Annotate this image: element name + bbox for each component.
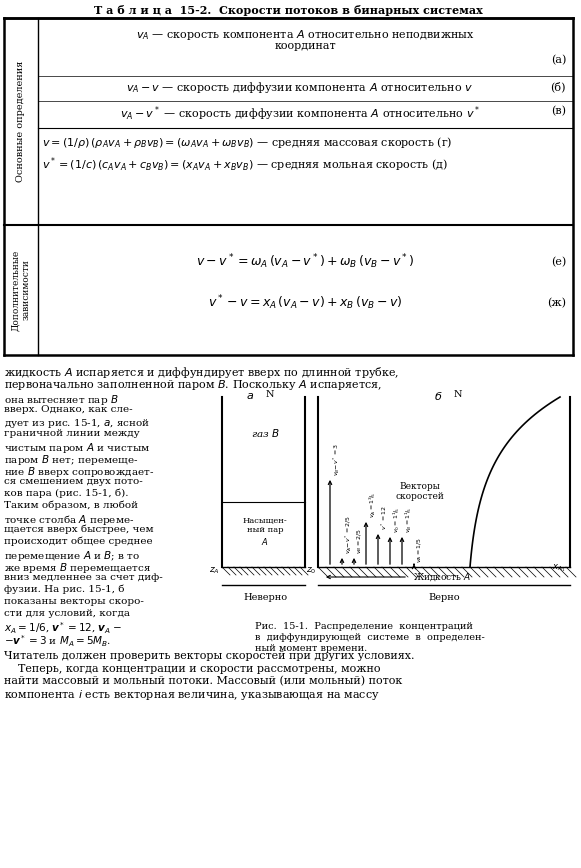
Text: $v - v^* = \omega_A\,(v_A - v^*) + \omega_B\,(v_B - v^*)$: $v - v^* = \omega_A\,(v_A - v^*) + \omeg… [196,252,414,271]
Text: $v_A{=}1/5$: $v_A{=}1/5$ [415,537,424,563]
Text: $x_A = 1/6$, $\boldsymbol{v}^* = 12$, $\boldsymbol{v}_A -$: $x_A = 1/6$, $\boldsymbol{v}^* = 12$, $\… [4,621,121,636]
Text: Теперь, когда концентрации и скорости рассмотрены, можно: Теперь, когда концентрации и скорости ра… [4,663,381,674]
Text: Читатель должен проверить векторы скоростей при других условиях.: Читатель должен проверить векторы скорос… [4,651,414,661]
Text: $б$: $б$ [434,390,442,402]
Text: первоначально заполненной паром $B$. Поскольку $A$ испаряется,: первоначально заполненной паром $B$. Пос… [4,378,382,391]
Text: Векторы
скоростей: Векторы скоростей [396,482,444,502]
Text: граничной линии между: граничной линии между [4,429,140,438]
Text: $v^* = (1/c)\,(c_A v_A + c_B v_B) = (x_A v_A + x_B v_B)$ — средняя мольная скоро: $v^* = (1/c)\,(c_A v_A + c_B v_B) = (x_A… [42,155,448,174]
Text: она вытесняет пар $B$: она вытесняет пар $B$ [4,393,119,407]
Text: $x_{A_1}$: $x_{A_1}$ [551,562,565,574]
Text: паром $B$ нет; перемеще-: паром $B$ нет; перемеще- [4,453,138,467]
Text: координат: координат [274,41,336,51]
Text: N: N [454,390,462,399]
Text: $v_A - v^*$ — скорость диффузии компонента $A$ относительно $v^*$: $v_A - v^*$ — скорость диффузии компонен… [120,104,480,122]
Text: ние $B$ вверх сопровождает-: ние $B$ вверх сопровождает- [4,465,155,479]
Text: (в): (в) [551,106,566,116]
Text: показаны векторы скоро-: показаны векторы скоро- [4,597,144,606]
Text: $z_0$: $z_0$ [306,566,316,576]
Text: ный момент времени.: ный момент времени. [255,644,367,653]
Text: (е): (е) [551,257,566,267]
Text: Основные определения: Основные определения [16,61,26,182]
Text: вниз медленнее за счет диф-: вниз медленнее за счет диф- [4,573,163,582]
Text: Неверно: Неверно [243,593,287,602]
Text: фузии. На рис. 15-1, б: фузии. На рис. 15-1, б [4,585,124,595]
Text: (ж): (ж) [547,298,566,308]
Text: сти для условий, когда: сти для условий, когда [4,609,130,618]
Text: чистым паром $A$ и чистым: чистым паром $A$ и чистым [4,441,150,455]
Text: $z_A$: $z_A$ [209,566,220,576]
Text: Таким образом, в любой: Таким образом, в любой [4,501,138,510]
Text: (а): (а) [551,55,566,65]
Text: ся смешением двух пото-: ся смешением двух пото- [4,477,143,486]
Text: ков пара (рис. 15-1, б).: ков пара (рис. 15-1, б). [4,489,128,498]
Text: дует из рис. 15-1, $a$, ясной: дует из рис. 15-1, $a$, ясной [4,417,150,430]
Text: в  диффундирующей  системе  в  определен-: в диффундирующей системе в определен- [255,633,485,642]
Text: газ $B$: газ $B$ [250,427,279,439]
Text: Жидкость $A$: Жидкость $A$ [413,571,471,582]
Text: $v_0{=}1^1\!/\!_5$: $v_0{=}1^1\!/\!_5$ [392,507,401,533]
Text: $v_A{=}1^3\!/\!_5$: $v_A{=}1^3\!/\!_5$ [368,492,378,518]
Text: $- \boldsymbol{v}^* = 3$ и $M_A = 5M_B$.: $- \boldsymbol{v}^* = 3$ и $M_A = 5M_B$. [4,633,112,648]
Text: N: N [266,390,274,399]
Text: Верно: Верно [428,593,460,602]
Text: жидкость $A$ испаряется и диффундирует вверх по длинной трубке,: жидкость $A$ испаряется и диффундирует в… [4,365,399,380]
Text: $v_B{=}1^1\!/\!_5$: $v_B{=}1^1\!/\!_5$ [403,507,414,533]
Text: перемещение $A$ и $B$; в то: перемещение $A$ и $B$; в то [4,549,140,563]
Text: Дополнительные
зависимости: Дополнительные зависимости [11,249,31,331]
Text: $v^* - v = x_A\,(v_A - v) + x_B\,(v_B - v)$: $v^* - v = x_A\,(v_A - v) + x_B\,(v_B - … [208,293,402,312]
Text: Т а б л и ц а  15-2.  Скорости потоков в бинарных системах: Т а б л и ц а 15-2. Скорости потоков в б… [94,5,482,16]
Text: $v_A{-}v^*{=}2/5$: $v_A{-}v^*{=}2/5$ [343,515,354,554]
Text: Рис.  15-1.  Распределение  концентраций: Рис. 15-1. Распределение концентраций [255,622,473,631]
Text: $v_A - v$ — скорость диффузии компонента $A$ относительно $v$: $v_A - v$ — скорость диффузии компонента… [127,80,474,95]
Text: точке столба $A$ переме-: точке столба $A$ переме- [4,513,134,527]
Text: происходит общее среднее: происходит общее среднее [4,537,153,547]
Text: найти массовый и мольный потоки. Массовый (или мольный) поток: найти массовый и мольный потоки. Массовы… [4,676,402,687]
Text: же время $B$ перемещается: же время $B$ перемещается [4,561,152,575]
Text: компонента $i$ есть векторная величина, указывающая на массу: компонента $i$ есть векторная величина, … [4,688,380,702]
Text: $v^*{=}12$: $v^*{=}12$ [379,505,389,530]
Text: Насыщен-
ный пар
$A$: Насыщен- ный пар $A$ [243,517,288,547]
Text: вверх. Однако, как сле-: вверх. Однако, как сле- [4,405,132,414]
Text: $v = (1/\rho)\,(\rho_A v_A + \rho_B v_B) = (\omega_A v_A + \omega_B v_B)$ — сред: $v = (1/\rho)\,(\rho_A v_A + \rho_B v_B)… [42,135,453,150]
Text: $v_B{-}v^*{=}3$: $v_B{-}v^*{=}3$ [332,443,342,476]
Text: $v_B{=}2/5$: $v_B{=}2/5$ [356,528,364,554]
Text: $v_A$ — скорость компонента $A$ относительно неподвижных: $v_A$ — скорость компонента $A$ относите… [135,28,475,42]
Text: $a$: $a$ [246,390,254,401]
Text: (б): (б) [551,82,566,93]
Text: щается вверх быстрее, чем: щается вверх быстрее, чем [4,525,153,535]
